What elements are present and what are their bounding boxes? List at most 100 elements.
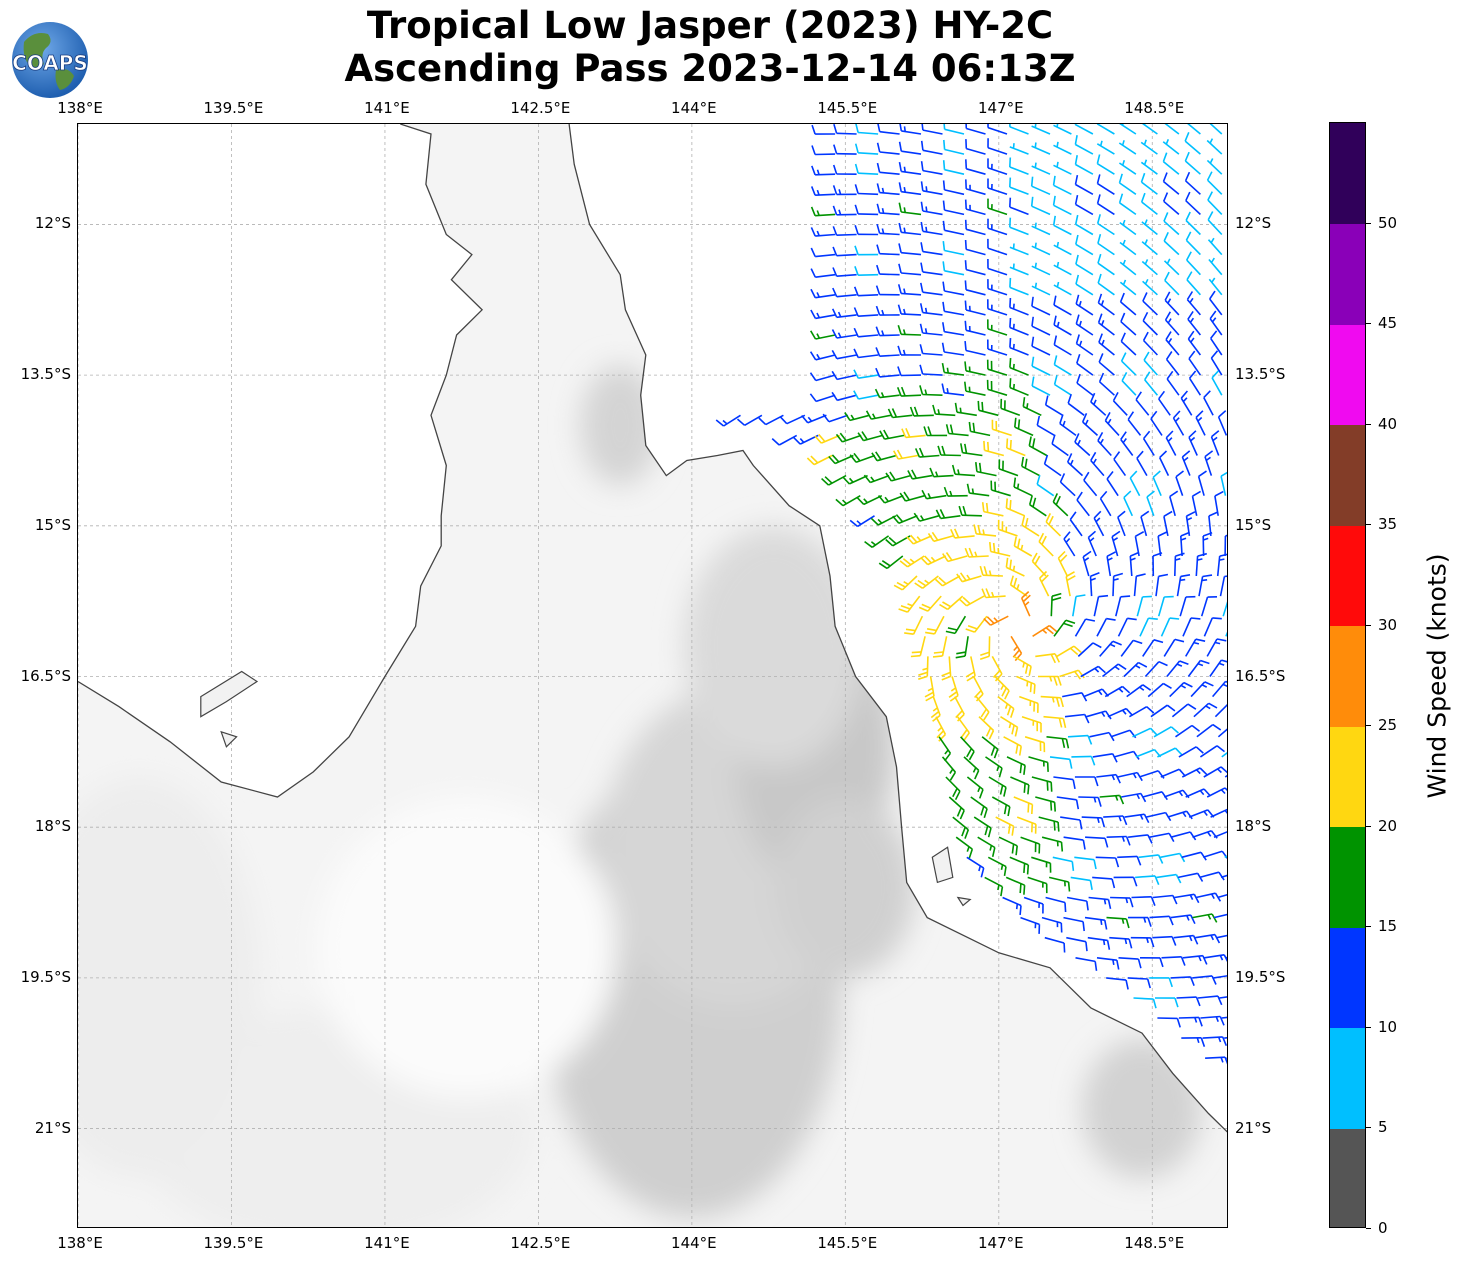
lon-tick-label-bottom: 141°E bbox=[364, 1234, 410, 1252]
wind-barb bbox=[1075, 274, 1094, 296]
wind-barb bbox=[854, 204, 879, 216]
wind-barb bbox=[876, 223, 900, 236]
wind-barb bbox=[899, 491, 925, 502]
wind-barb bbox=[1009, 378, 1029, 396]
wind-barb bbox=[995, 816, 1015, 836]
lon-tick-label-top: 144°E bbox=[671, 99, 717, 117]
wind-barb bbox=[939, 595, 964, 611]
wind-barb bbox=[1216, 934, 1227, 939]
wind-barb bbox=[1052, 493, 1069, 517]
wind-barb bbox=[853, 369, 879, 379]
coastline-segment bbox=[78, 124, 484, 798]
wind-barb bbox=[1150, 704, 1176, 718]
wind-barb bbox=[934, 575, 961, 587]
wind-barb bbox=[1206, 171, 1223, 195]
wind-barb bbox=[1142, 791, 1168, 801]
wind-barb bbox=[1176, 574, 1191, 597]
map-canvas[interactable] bbox=[78, 124, 1228, 1228]
wind-barb bbox=[874, 388, 900, 399]
wind-barb bbox=[978, 716, 995, 740]
wind-barb bbox=[1208, 277, 1223, 296]
wind-barb bbox=[1173, 934, 1199, 945]
wind-barb bbox=[857, 431, 883, 442]
wind-barb bbox=[964, 260, 986, 276]
wind-barb bbox=[1009, 856, 1030, 875]
wind-barb bbox=[1158, 390, 1171, 416]
wind-barb bbox=[991, 796, 1011, 817]
wind-barb bbox=[898, 161, 922, 175]
wind-barb bbox=[1135, 748, 1162, 758]
wind-barb bbox=[1139, 770, 1165, 779]
wind-barb bbox=[809, 393, 836, 403]
wind-barb bbox=[870, 515, 897, 526]
colorbar-tick bbox=[1366, 725, 1371, 727]
wind-barb bbox=[832, 246, 857, 257]
wind-barb bbox=[1166, 660, 1189, 678]
wind-barb bbox=[1038, 570, 1050, 597]
wind-barb bbox=[1084, 916, 1108, 930]
wind-barb bbox=[1210, 808, 1227, 818]
colorbar-tick bbox=[1366, 926, 1371, 928]
wind-barb bbox=[942, 160, 965, 175]
wind-barb bbox=[1035, 653, 1061, 664]
colorbar-tick-label: 40 bbox=[1378, 414, 1398, 433]
wind-barb bbox=[1118, 159, 1137, 175]
wind-barb bbox=[1052, 856, 1075, 871]
wind-barb bbox=[1060, 816, 1083, 830]
wind-barb bbox=[1096, 124, 1115, 135]
wind-barb bbox=[920, 140, 943, 155]
wind-barb bbox=[1090, 451, 1105, 477]
wind-barb bbox=[983, 615, 1009, 626]
wind-barb bbox=[1160, 617, 1180, 637]
wind-barb bbox=[811, 165, 836, 176]
wind-barb bbox=[854, 163, 879, 175]
wind-barb bbox=[1163, 212, 1180, 236]
wind-barb bbox=[1135, 875, 1160, 886]
wind-barb bbox=[1066, 936, 1088, 952]
wind-barb bbox=[987, 158, 1008, 175]
wind-barb bbox=[879, 429, 905, 440]
wind-barb bbox=[1174, 893, 1200, 904]
wind-barb bbox=[1118, 140, 1137, 155]
wind-barb bbox=[1070, 876, 1093, 890]
wind-barb bbox=[919, 385, 943, 396]
wind-barb bbox=[1133, 997, 1157, 1009]
wind-barb bbox=[1121, 372, 1137, 396]
wind-barb bbox=[1175, 724, 1200, 738]
wind-barb bbox=[1171, 703, 1197, 718]
colorbar-tick-label: 20 bbox=[1378, 816, 1398, 835]
wind-barb bbox=[964, 361, 986, 376]
wind-barb bbox=[1210, 350, 1223, 376]
wind-barb bbox=[1123, 661, 1148, 678]
wind-barb bbox=[1031, 776, 1053, 792]
wind-barb bbox=[1205, 1056, 1227, 1065]
wind-barb bbox=[1206, 638, 1227, 657]
wind-barb bbox=[871, 451, 897, 462]
wind-barb bbox=[853, 348, 879, 359]
wind-barb bbox=[1016, 675, 1036, 694]
wind-barb bbox=[1208, 257, 1223, 276]
wind-barb bbox=[1109, 936, 1133, 949]
wind-barb bbox=[893, 575, 918, 591]
wind-barb bbox=[1214, 704, 1227, 718]
map-panel[interactable] bbox=[77, 123, 1228, 1228]
wind-barb bbox=[1120, 332, 1137, 356]
island bbox=[956, 896, 972, 907]
wind-barb bbox=[878, 555, 904, 570]
wind-barb bbox=[966, 776, 984, 799]
wind-barb bbox=[1128, 706, 1155, 718]
wind-barb bbox=[771, 434, 798, 446]
wind-barb bbox=[1051, 434, 1069, 457]
wind-barb bbox=[1093, 594, 1109, 617]
wind-barb bbox=[920, 201, 943, 216]
wind-barb bbox=[968, 421, 991, 437]
wind-barb bbox=[1188, 370, 1202, 396]
wind-barb bbox=[1144, 660, 1168, 678]
wind-barb bbox=[898, 243, 922, 256]
wind-barb bbox=[758, 414, 784, 426]
wind-barb bbox=[1076, 373, 1094, 396]
wind-barb bbox=[1208, 511, 1218, 536]
wind-barb bbox=[897, 304, 922, 316]
wind-barb bbox=[875, 367, 900, 378]
island bbox=[220, 730, 238, 748]
